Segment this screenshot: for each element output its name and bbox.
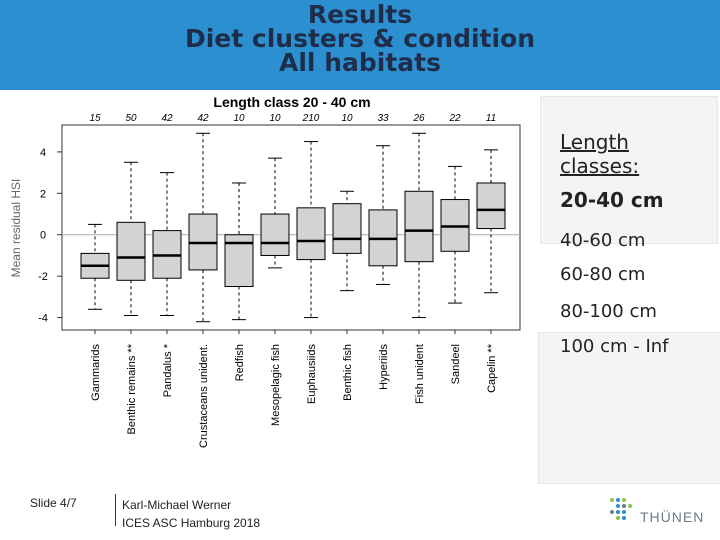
x-category-label: Redfish [234, 344, 246, 381]
iqr-box [476, 182, 506, 230]
y-tick-label: 2 [40, 188, 46, 200]
iqr-box [260, 213, 290, 256]
author-name: Karl-Michael Werner [122, 498, 232, 512]
count-label: 10 [233, 113, 245, 124]
box-5 [224, 182, 254, 321]
box-2 [116, 161, 146, 317]
boxplot-chart: Length class 20 - 40 cm Mean residual HS… [9, 94, 521, 448]
y-axis: -4 -2 0 2 4 [38, 125, 63, 330]
legend-item-40-60[interactable]: 40-60 cm [560, 230, 646, 251]
x-axis-labels: Gammarids Benthic remains ** Pandalus * Cru… [90, 330, 498, 448]
iqr-box [332, 203, 362, 254]
count-label: 15 [89, 113, 101, 124]
header-bar: Results Diet clusters & condition All ha… [0, 0, 720, 90]
slide-title-line3: All habitats [279, 48, 441, 77]
y-tick-label: -2 [38, 271, 48, 283]
legend-title-line2: classes: [560, 154, 640, 178]
x-category-label: Mesopelagic fish [270, 344, 282, 426]
count-label: 42 [161, 113, 173, 124]
slide-title-line1: Results [307, 0, 413, 29]
legend-item-20-40[interactable]: 20-40 cm [560, 188, 664, 212]
event-name: ICES ASC Hamburg 2018 [122, 516, 261, 530]
count-label: 42 [197, 113, 209, 124]
background-thumbnail-lower [538, 332, 720, 484]
logo-text: THÜNEN [640, 509, 705, 525]
legend-item-60-80[interactable]: 60-80 cm [560, 264, 646, 285]
count-label: 10 [269, 113, 281, 124]
count-label: 10 [341, 113, 353, 124]
footer-author-block: Karl-Michael Werner ICES ASC Hamburg 201… [122, 496, 260, 532]
slide-number: Slide 4/7 [30, 496, 77, 510]
chart-title: Length class 20 - 40 cm [213, 94, 370, 110]
box-4 [188, 132, 218, 323]
box-11 [440, 165, 470, 304]
box-12 [476, 149, 506, 294]
background-thumbnail-upper [540, 96, 718, 244]
x-category-label: Benthic fish [342, 344, 354, 401]
legend-item-100-inf[interactable]: 100 cm - Inf [560, 336, 669, 357]
x-category-label: Hyperiids [378, 344, 390, 390]
x-category-label: Fish unident [414, 344, 426, 404]
count-labels: 15 50 42 42 10 10 210 10 33 26 22 11 [89, 113, 496, 124]
boxes [80, 132, 506, 323]
box-1 [80, 223, 110, 310]
count-label: 210 [302, 113, 320, 124]
x-category-label: Benthic remains ** [126, 343, 138, 434]
slide-title-line2: Diet clusters & condition [184, 24, 536, 53]
count-label: 11 [486, 113, 496, 124]
x-category-label: Pandalus * [162, 343, 174, 397]
box-8 [332, 190, 362, 292]
footer-divider [115, 494, 116, 526]
iqr-box [404, 190, 434, 263]
count-label: 33 [377, 113, 389, 124]
x-category-label: Capelin ** [486, 343, 498, 393]
box-7 [296, 141, 326, 319]
y-tick-label: 0 [40, 230, 46, 242]
legend-item-80-100[interactable]: 80-100 cm [560, 301, 657, 322]
iqr-box [116, 221, 146, 281]
x-category-label: Euphausiids [306, 344, 318, 404]
count-label: 26 [412, 113, 425, 124]
box-10 [404, 132, 434, 319]
box-3 [152, 172, 182, 317]
box-9 [368, 145, 398, 285]
count-label: 50 [125, 113, 137, 124]
y-tick-label: -4 [38, 313, 48, 325]
thuenen-logo-icon [610, 498, 632, 520]
count-label: 22 [448, 113, 461, 124]
x-category-label: Gammarids [90, 344, 102, 401]
y-tick-label: 4 [40, 147, 46, 159]
box-6 [260, 157, 290, 269]
x-category-label: Crustaceans unident. [198, 344, 210, 448]
iqr-box [296, 207, 326, 261]
legend-title-line1: Length [560, 130, 629, 154]
y-axis-label: Mean residual HSI [9, 179, 23, 278]
x-category-label: Sandeel [450, 344, 462, 384]
